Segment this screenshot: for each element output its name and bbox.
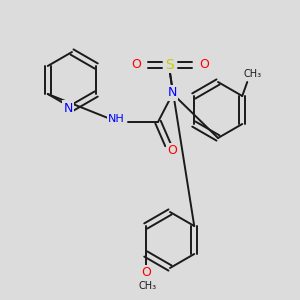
Text: N: N (63, 101, 73, 115)
Text: CH₃: CH₃ (243, 69, 261, 79)
Text: CH₃: CH₃ (139, 281, 157, 291)
Text: NH: NH (108, 114, 124, 124)
Text: O: O (131, 58, 141, 71)
Text: S: S (166, 58, 174, 72)
Text: O: O (141, 266, 151, 280)
Text: N: N (167, 86, 177, 100)
Text: O: O (167, 145, 177, 158)
Text: O: O (199, 58, 209, 71)
